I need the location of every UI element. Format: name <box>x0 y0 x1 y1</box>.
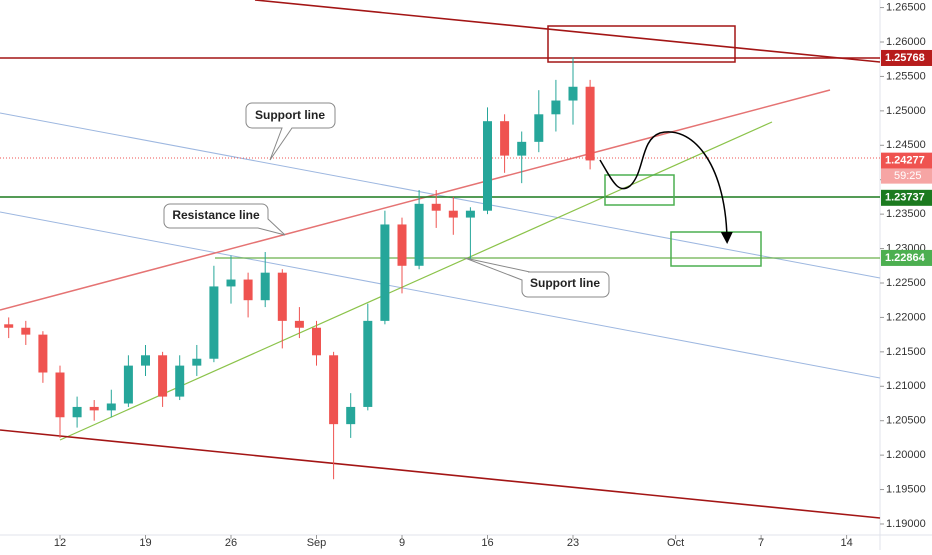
candle-body <box>55 372 65 418</box>
candle-body <box>363 320 373 407</box>
candle-body <box>500 121 510 156</box>
price-badge-label: 1.22864 <box>885 252 926 264</box>
price-badge <box>881 152 932 169</box>
x-tick-label: 9 <box>399 537 405 549</box>
axis: 1.265001.260001.255001.250001.245001.240… <box>54 1 932 549</box>
price-badge-label: 1.25768 <box>885 52 925 64</box>
price-badge-label: 1.24277 <box>885 155 925 167</box>
x-tick-label: 12 <box>54 537 66 549</box>
y-tick-label: 1.19500 <box>886 483 926 495</box>
candle-body <box>414 203 424 266</box>
candle-body <box>21 327 31 335</box>
trend-line <box>0 112 881 279</box>
countdown-badge <box>881 168 932 184</box>
zone-box <box>604 174 675 206</box>
price-badge <box>881 249 932 266</box>
countdown-label: 59:25 <box>894 170 922 182</box>
candle-body <box>260 272 270 301</box>
y-tick-label: 1.22500 <box>886 277 926 289</box>
callout-text: Support line <box>255 108 325 122</box>
candle-body <box>585 86 595 161</box>
candle-body <box>448 210 458 218</box>
candle-body <box>106 403 116 411</box>
candle-body <box>483 121 492 211</box>
resistance-line <box>0 89 831 311</box>
candle-body <box>329 355 339 425</box>
candle-body <box>72 406 82 418</box>
candle-body <box>4 324 14 328</box>
candle-body <box>397 224 407 266</box>
y-tick-label: 1.26000 <box>886 36 926 48</box>
price-badge <box>881 49 932 66</box>
price-badge <box>881 189 932 206</box>
candle-body <box>38 334 48 373</box>
y-tick-label: 1.21500 <box>886 346 926 358</box>
callout-box <box>464 257 610 298</box>
x-tick-label: 16 <box>481 537 493 549</box>
candle-body <box>175 365 185 397</box>
callout-text: Resistance line <box>172 208 260 222</box>
trend-line <box>0 211 881 379</box>
candle-body <box>465 210 475 218</box>
y-tick-label: 1.26500 <box>886 1 926 13</box>
projection-arrow <box>599 131 733 244</box>
candle-body <box>517 141 527 156</box>
callout: Support line <box>245 102 336 161</box>
candle-body <box>294 320 304 328</box>
callout-box <box>245 102 336 161</box>
candle-body <box>551 100 561 115</box>
callout-box <box>163 203 286 236</box>
candle-body <box>226 279 236 287</box>
x-tick-label: Sep <box>307 537 327 549</box>
x-tick-label: 26 <box>225 537 237 549</box>
candles <box>4 57 595 480</box>
callout: Support line <box>464 257 610 298</box>
price-badge-label: 1.23737 <box>885 192 925 204</box>
y-tick-label: 1.22000 <box>886 311 926 323</box>
candle-body <box>346 406 356 425</box>
candle-body <box>123 365 133 404</box>
candle-body <box>141 355 150 366</box>
candle-body <box>312 327 321 356</box>
candle-body <box>380 224 390 321</box>
x-tick-label: 19 <box>139 537 151 549</box>
x-tick-label: Oct <box>667 537 684 549</box>
y-tick-label: 1.23500 <box>886 208 926 220</box>
y-tick-label: 1.20000 <box>886 449 926 461</box>
y-tick-label: 1.21000 <box>886 380 926 392</box>
x-tick-label: 23 <box>567 537 579 549</box>
candle-body <box>192 358 202 366</box>
candle-body <box>243 279 253 301</box>
channel-line <box>254 0 881 63</box>
candle-body <box>158 355 168 397</box>
y-tick-label: 1.25000 <box>886 105 926 117</box>
candle-body <box>209 286 219 359</box>
x-tick-label: 14 <box>840 537 852 549</box>
y-tick-label: 1.19000 <box>886 518 926 530</box>
candle-body <box>431 203 441 211</box>
y-tick-label: 1.24500 <box>886 139 926 151</box>
candle-body <box>534 114 544 142</box>
callout-text: Support line <box>530 276 600 290</box>
zone-box <box>547 25 736 63</box>
candle-body <box>568 86 578 101</box>
candle-body <box>89 406 99 411</box>
channel-line <box>0 429 881 519</box>
zone-box <box>670 231 762 267</box>
x-tick-label: 7 <box>758 537 764 549</box>
candle-body <box>277 272 287 321</box>
callout: Resistance line <box>163 203 286 236</box>
y-tick-label: 1.20500 <box>886 415 926 427</box>
y-tick-label: 1.25500 <box>886 70 926 82</box>
